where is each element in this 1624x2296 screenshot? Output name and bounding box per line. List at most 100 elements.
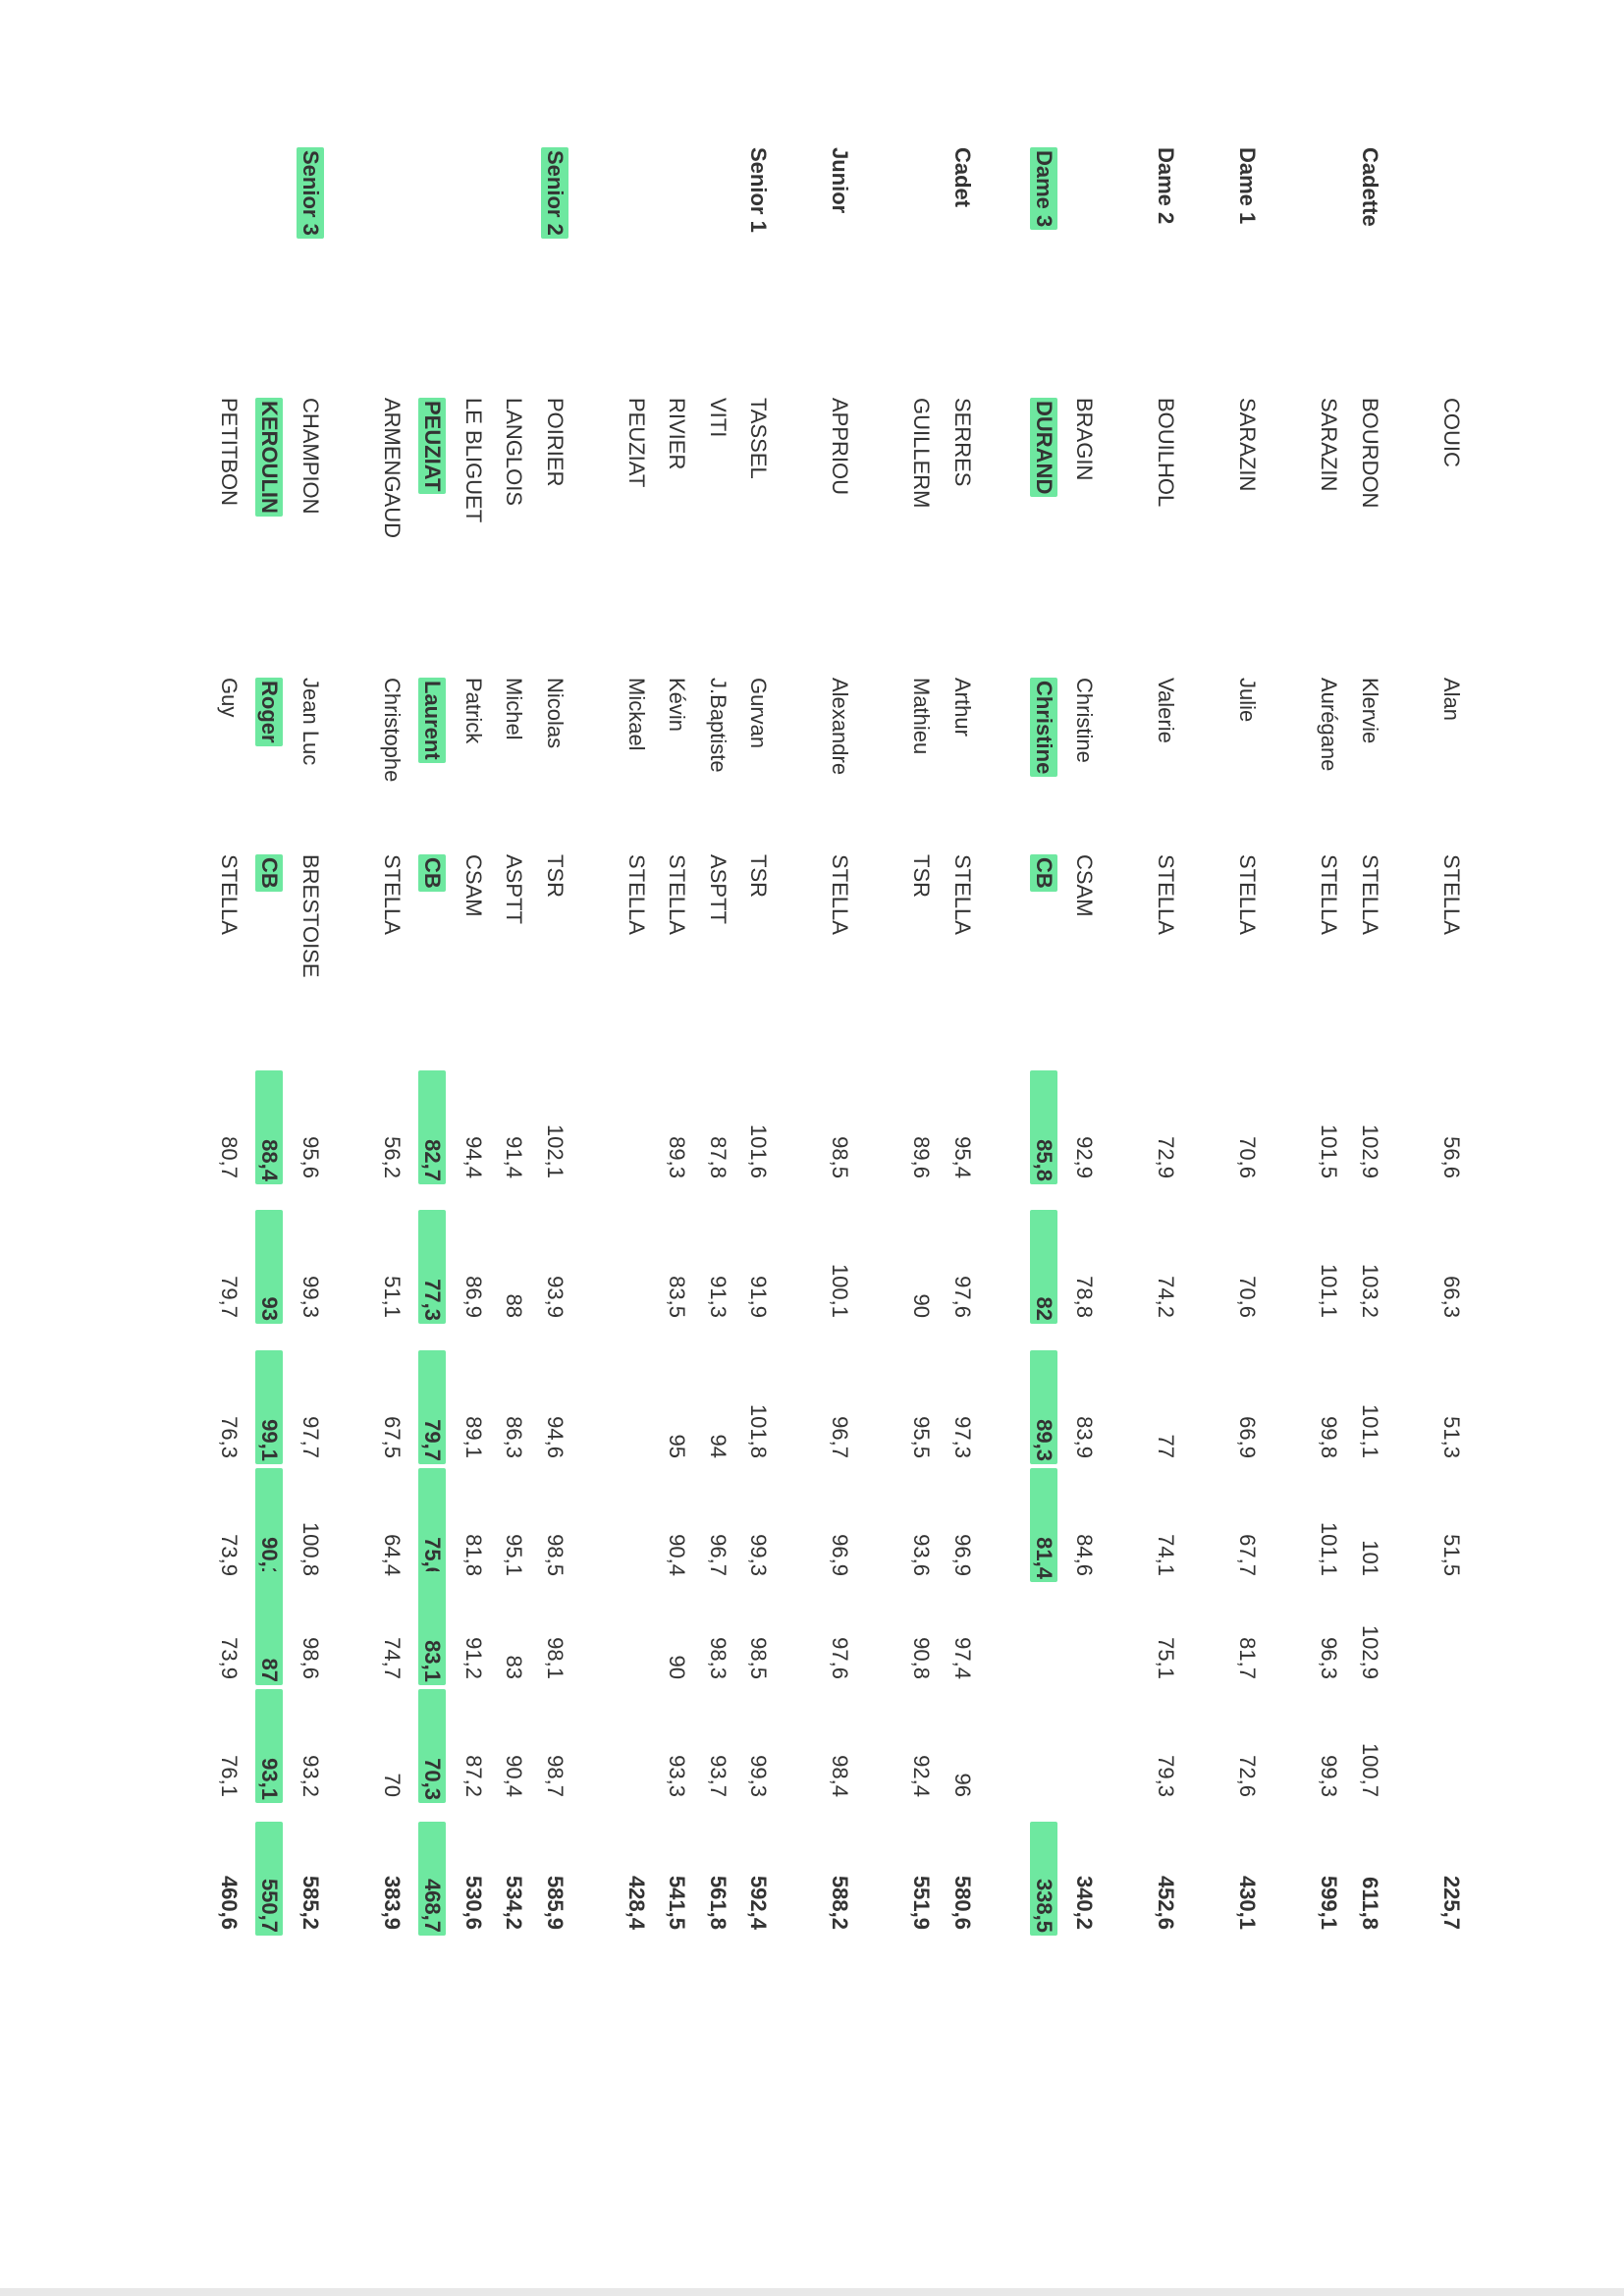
first-name: Mickael [624,678,649,751]
score-5: 97,4 [950,1637,975,1679]
score-1: 82,7 [418,1070,447,1184]
total-score: 599,1 [1317,1875,1342,1930]
score-6: 70,3 [418,1689,447,1803]
first-name: Christine [1072,678,1098,763]
score-4: 67,7 [1235,1534,1261,1576]
total-score: 585,2 [298,1875,323,1930]
score-6: 96 [950,1773,975,1797]
first-name: Arthur [950,678,975,737]
score-2: 88 [502,1293,527,1318]
table-row: PEUZIAT Mickael STELLA 428,4 [616,0,657,2296]
score-3: 67,5 [380,1416,405,1458]
total-score: 430,1 [1235,1875,1261,1930]
table-row: Senior 2 POIRIER Nicolas TSR 102,1 93,9 94,6 98… [534,0,575,2296]
first-name: Jean Luc [298,678,323,766]
club: STELLA [380,854,405,935]
score-2: 93,9 [543,1276,568,1318]
total-score: 452,6 [1154,1875,1179,1930]
score-2: 97,6 [950,1276,975,1318]
score-4: 51,5 [1439,1534,1464,1576]
first-name: Patrick [461,678,486,744]
club: STELLA [950,854,975,935]
club: STELLA [1439,854,1464,935]
total-score: 428,4 [624,1875,649,1930]
score-4: 75,6 [418,1468,447,1582]
last-name: GUILLERM [909,398,935,509]
score-3: 101,1 [1358,1403,1382,1458]
score-1: 89,3 [665,1136,690,1178]
total-score: 550,7 [255,1822,284,1936]
group-spacer [779,0,820,2296]
first-name: Klervie [1358,678,1382,744]
score-1: 87,8 [706,1136,731,1178]
first-name: Guy [217,678,242,718]
score-1: 88,4 [255,1070,284,1184]
total-score: 534,2 [502,1875,527,1930]
last-name: PETITBON [217,398,242,507]
score-1: 102,9 [1358,1123,1382,1178]
club: STELLA [828,854,853,935]
club: STELLA [665,854,690,935]
first-name: Christine [1030,678,1057,778]
last-name: ARMENGAUD [380,398,405,539]
total-score: 551,9 [909,1875,935,1930]
last-name: CHAMPION [298,398,323,515]
club: BRESTOISE [298,854,323,978]
score-2: 91,9 [746,1276,772,1318]
category-label: Dame 2 [1154,147,1179,225]
table-row: Dame 2 BOUILHOL Valerie STELLA 72,9 74,2 77 74,… [1145,0,1186,2296]
score-5: 81,7 [1235,1637,1261,1679]
club: CB [418,854,447,892]
score-1: 70,6 [1235,1136,1261,1178]
last-name: KEROULIN [255,398,284,517]
group-spacer [330,0,371,2296]
score-3: 96,7 [828,1416,853,1458]
score-4: 90,1 [255,1468,284,1582]
score-2: 79,7 [217,1276,242,1318]
total-score: 225,7 [1439,1875,1464,1930]
score-2: 90 [909,1293,935,1318]
club: CB [1030,854,1057,892]
score-3: 86,3 [502,1416,527,1458]
first-name: Michel [502,678,527,740]
score-2: 103,2 [1358,1263,1382,1318]
score-4: 99,3 [746,1534,772,1576]
score-4: 90,4 [665,1534,690,1576]
group-spacer [1268,0,1309,2296]
table-row: BRAGIN Christine CSAM 92,9 78,8 83,9 84,6 340,2 [1063,0,1105,2296]
score-2: 74,2 [1154,1276,1179,1318]
club: STELLA [1358,854,1382,935]
table-row: GUILLERM Mathieu TSR 89,6 90 95,5 93,6 90,8 92,4… [900,0,942,2296]
score-3: 51,3 [1439,1416,1464,1458]
table-row: Cadette BOURDON Klervie STELLA 102,9 103,2 101… [1349,0,1390,2296]
score-5: 87 [255,1571,284,1685]
score-4: 100,8 [298,1521,323,1576]
last-name: SERRES [950,398,975,487]
score-1: 95,6 [298,1136,323,1178]
score-6: 90,4 [502,1755,527,1797]
table-row: RIVIER Kévin STELLA 89,3 83,5 95 90,4 90 93,3 541… [656,0,697,2296]
category-label: Cadette [1358,147,1382,227]
score-1: 85,8 [1030,1070,1057,1184]
table-row: Dame 3 DURAND Christine CB 85,8 82 89,3 81,4 338… [1023,0,1064,2296]
table-row: PETITBON Guy STELLA 80,7 79,7 76,3 73,9 73,9 76,… [208,0,249,2296]
last-name: LE BLIGUET [461,398,486,523]
score-6: 99,3 [1317,1755,1342,1797]
score-4: 96,9 [828,1534,853,1576]
first-name: Laurent [418,678,447,763]
table-row: Senior 3 CHAMPION Jean Luc BRESTOISE 95,6 99,… [290,0,331,2296]
first-name: Julie [1235,678,1261,723]
total-score: 530,6 [461,1875,486,1930]
group-spacer [574,0,616,2296]
last-name: LANGLOIS [502,398,527,507]
score-6: 93,7 [706,1755,731,1797]
score-5: 73,9 [217,1637,242,1679]
score-6: 87,2 [461,1755,486,1797]
score-3: 66,9 [1235,1416,1261,1458]
score-5: 74,7 [380,1637,405,1679]
club: TSR [909,854,935,898]
first-name: Roger [255,678,284,746]
score-6: 99,3 [746,1755,772,1797]
score-5: 75,1 [1154,1637,1179,1679]
